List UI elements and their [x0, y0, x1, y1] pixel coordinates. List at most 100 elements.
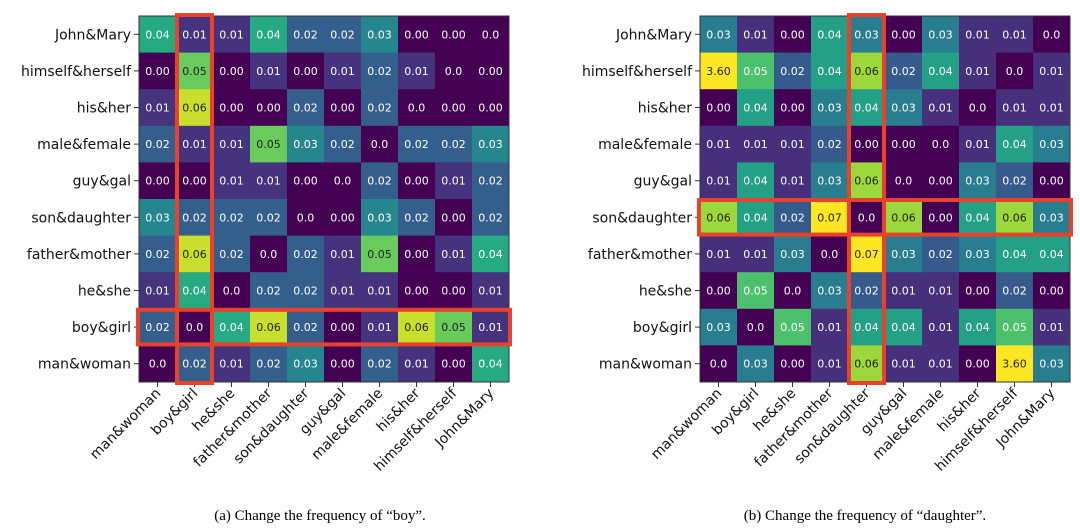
cell-son-daughter-male-female — [361, 199, 399, 237]
cell-value-label: 0.00 — [441, 358, 466, 371]
cell-boy-girl-son-daughter — [848, 308, 886, 346]
cell-value-label: 0.00 — [404, 285, 429, 298]
cell-father-mother-boy-girl — [176, 235, 214, 273]
cell-he-she-son-daughter — [848, 272, 886, 310]
cell-value-label: 0.06 — [706, 211, 731, 224]
cell-man-woman-guy-gal — [324, 345, 362, 383]
cell-himself-herself-father-mother — [250, 52, 288, 90]
row-label-father-mother: father&mother — [27, 247, 131, 263]
cell-man-woman-male-female — [361, 345, 399, 383]
cell-value-label: 0.04 — [478, 358, 503, 371]
cell-father-mother-male-female — [361, 235, 399, 273]
highlight-row-box — [136, 307, 512, 347]
cell-value-label: 0.06 — [182, 248, 207, 261]
cell-father-mother-boy-girl — [737, 235, 775, 273]
cell-value-label: 0.04 — [478, 248, 503, 261]
cell-value-label: 0.02 — [219, 248, 244, 261]
cell-son-daughter-his-her — [398, 199, 436, 237]
cell-his-her-male-female — [922, 89, 960, 127]
cell-value-label: 0.04 — [891, 321, 916, 334]
cell-value-label: 0.0 — [408, 102, 426, 115]
cell-his-her-he-she — [213, 89, 251, 127]
cell-value-label: 0.04 — [743, 175, 768, 188]
cell-male-female-son-daughter — [848, 125, 886, 163]
cell-man-woman-man-woman — [700, 345, 738, 383]
row-label-male-female: male&female — [598, 137, 692, 153]
cell-value-label: 0.05 — [367, 248, 392, 261]
cell-guy-gal-man-woman — [700, 162, 738, 200]
cell-father-mother-he-she — [213, 235, 251, 273]
heatmap-b: 0.03 0.01 0.00 0.04 0.03 0.00 0.03 0.01 0.01 0.03… — [582, 13, 1073, 475]
cell-himself-herself-son-daughter — [848, 52, 886, 90]
cell-john-mary-man-woman — [139, 16, 177, 54]
cell-boy-girl-father-mother — [811, 308, 849, 346]
cell-man-woman-his-her — [398, 345, 436, 383]
cell-john-mary-son-daughter — [848, 16, 886, 54]
cell-value-label: 0.04 — [256, 28, 281, 41]
cell-value-label: 0.00 — [293, 65, 318, 78]
cell-value-label: 0.01 — [330, 285, 355, 298]
cell-value-label: 0.03 — [706, 321, 731, 334]
cell-male-female-male-female — [922, 125, 960, 163]
cell-male-female-his-her — [959, 125, 997, 163]
cell-value-label: 0.02 — [145, 138, 170, 151]
cell-guy-gal-male-female — [361, 162, 399, 200]
cell-father-mother-john-mary — [472, 235, 510, 273]
cell-value-label: 0.02 — [928, 248, 953, 261]
cell-he-she-john-mary — [472, 272, 510, 310]
cell-guy-gal-boy-girl — [737, 162, 775, 200]
cell-john-mary-himself-herself — [435, 16, 473, 54]
cell-father-mother-guy-gal — [885, 235, 923, 273]
cell-man-woman-john-mary — [1033, 345, 1071, 383]
cell-guy-gal-john-mary — [472, 162, 510, 200]
cell-male-female-himself-herself — [996, 125, 1034, 163]
cell-boy-girl-his-her — [398, 308, 436, 346]
highlight-column-box — [175, 13, 214, 385]
cell-value-label: 0.01 — [1039, 102, 1064, 115]
cell-son-daughter-man-woman — [700, 199, 738, 237]
cell-male-female-he-she — [774, 125, 812, 163]
cell-value-label: 0.01 — [743, 28, 768, 41]
cell-value-label: 0.01 — [330, 65, 355, 78]
cell-himself-herself-son-daughter — [287, 52, 325, 90]
cell-value-label: 0.0 — [445, 65, 463, 78]
cell-value-label: 0.01 — [928, 285, 953, 298]
cell-value-label: 0.01 — [780, 138, 805, 151]
cell-value-label: 0.02 — [780, 211, 805, 224]
cell-father-mother-son-daughter — [287, 235, 325, 273]
cell-father-mother-father-mother — [250, 235, 288, 273]
cell-boy-girl-he-she — [213, 308, 251, 346]
cell-value-label: 0.02 — [478, 175, 503, 188]
cell-value-label: 3.60 — [706, 65, 731, 78]
row-label-man-woman: man&woman — [599, 357, 692, 373]
cell-value-label: 0.02 — [256, 285, 281, 298]
row-label-guy-gal: guy&gal — [73, 174, 131, 190]
cell-male-female-man-woman — [700, 125, 738, 163]
cell-value-label: 0.00 — [891, 138, 916, 151]
cell-value-label: 0.01 — [891, 358, 916, 371]
cell-value-label: 0.00 — [330, 358, 355, 371]
cell-boy-girl-john-mary — [1033, 308, 1071, 346]
cell-value-label: 0.02 — [367, 358, 392, 371]
cell-value-label: 0.01 — [743, 138, 768, 151]
cell-value-label: 0.04 — [1002, 248, 1027, 261]
cell-value-label: 0.03 — [706, 28, 731, 41]
cell-man-woman-guy-gal — [885, 345, 923, 383]
cell-his-her-john-mary — [472, 89, 510, 127]
cell-value-label: 0.01 — [706, 138, 731, 151]
cell-value-label: 0.04 — [182, 285, 207, 298]
cell-male-female-father-mother — [250, 125, 288, 163]
cell-john-mary-guy-gal — [324, 16, 362, 54]
cell-value-label: 0.03 — [817, 285, 842, 298]
cell-value-label: 0.03 — [891, 248, 916, 261]
cell-value-label: 0.06 — [854, 65, 879, 78]
cell-boy-girl-he-she — [774, 308, 812, 346]
cell-value-label: 0.01 — [891, 285, 916, 298]
cell-his-her-son-daughter — [848, 89, 886, 127]
cell-son-daughter-father-mother — [811, 199, 849, 237]
cell-value-label: 0.05 — [256, 138, 281, 151]
cell-value-label: 0.02 — [293, 248, 318, 261]
cell-son-daughter-father-mother — [250, 199, 288, 237]
cell-boy-girl-boy-girl — [176, 308, 214, 346]
cell-value-label: 0.01 — [965, 138, 990, 151]
